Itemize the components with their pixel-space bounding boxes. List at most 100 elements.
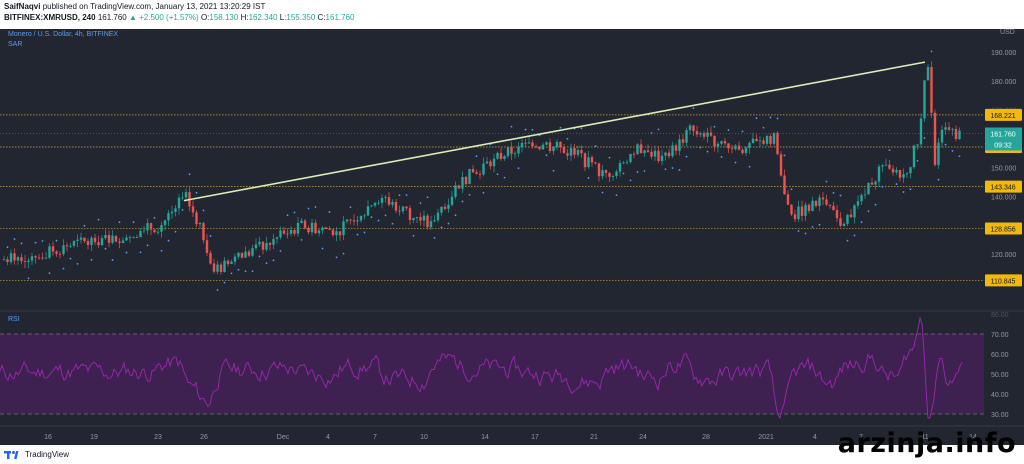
candle-body (475, 172, 478, 174)
price-tick-label: 180.000 (991, 79, 1016, 86)
candle-body (751, 138, 755, 144)
sar-dot (132, 221, 135, 224)
sar-dot (286, 214, 289, 217)
current-price-label-bg (985, 127, 1022, 140)
candle-body (356, 220, 359, 222)
candle-body (793, 214, 797, 220)
candle-body (342, 221, 345, 236)
candle-body (321, 227, 324, 231)
candle-body (300, 220, 303, 224)
ohlc-low: 155.350 (286, 13, 316, 22)
sar-dot (951, 149, 954, 152)
candle-body (608, 172, 611, 177)
candle-body (471, 168, 475, 173)
sar-dot (881, 185, 884, 188)
author-name[interactable]: SaifNaqvi (4, 2, 41, 11)
candle-body (13, 253, 16, 261)
candle-body (118, 241, 121, 243)
sar-dot (944, 143, 947, 146)
symbol-name[interactable]: BITFINEX:XMRUSD, 240 (4, 13, 96, 22)
sar-legend[interactable]: SAR (8, 41, 23, 48)
sar-dot (356, 233, 359, 236)
sar-dot (440, 226, 443, 229)
price-chart-svg[interactable]: 190.000180.000150.000140.000120.000200.0… (0, 29, 1024, 445)
candle-body (128, 237, 132, 239)
candle-body (545, 142, 548, 145)
tradingview-brand[interactable]: TradingView (25, 450, 70, 459)
candle-body (674, 145, 678, 151)
candle-body (310, 222, 314, 233)
sar-dot (797, 230, 800, 232)
time-axis-label: 7 (373, 434, 377, 441)
candle-body (877, 166, 881, 182)
candle-body (513, 153, 517, 155)
price-tick-label: 190.000 (991, 50, 1016, 57)
candle-body (702, 133, 706, 137)
candle-body (153, 229, 156, 233)
candle-body (447, 204, 450, 209)
sar-dot (699, 146, 702, 149)
candle-body (737, 145, 741, 150)
sar-dot (552, 169, 555, 172)
tradingview-logo-icon[interactable] (4, 449, 22, 460)
sar-dot (587, 177, 590, 179)
candle-body (734, 145, 737, 150)
rsi-tick-label: 30.00 (991, 412, 1009, 419)
sar-dot (958, 155, 961, 158)
candle-body (489, 161, 492, 167)
candle-body (93, 237, 97, 243)
candle-body (380, 197, 384, 203)
candle-body (23, 261, 27, 263)
candle-body (268, 243, 272, 245)
sar-dot (335, 256, 338, 259)
candle-body (807, 204, 811, 211)
candle-body (909, 167, 912, 174)
candle-body (408, 208, 412, 221)
time-axis-label: 21 (590, 434, 598, 441)
candle-body (324, 227, 328, 230)
candle-body (377, 202, 380, 204)
ohlc-c-label: C: (317, 13, 326, 22)
chart-title[interactable]: Monero / U.S. Dollar, 4h, BITFINEX (8, 31, 119, 38)
sar-dot (391, 222, 394, 225)
candle-body (671, 145, 674, 157)
candle-body (303, 220, 307, 228)
candle-body (233, 256, 237, 262)
candle-body (251, 248, 254, 256)
sar-dot (895, 183, 898, 185)
sar-dot (398, 194, 401, 197)
sar-dot (671, 167, 674, 169)
sar-dot (111, 259, 114, 261)
candle-body (758, 140, 762, 142)
sar-dot (713, 125, 716, 128)
candle-body (506, 147, 510, 157)
candle-body (219, 264, 223, 273)
candle-body (797, 206, 800, 220)
candle-body (205, 240, 209, 253)
candle-body (825, 199, 828, 205)
candle-body (923, 80, 926, 119)
candle-body (443, 206, 447, 209)
sar-dot (559, 126, 562, 129)
sar-dot (783, 154, 786, 157)
published-text: published on TradingView.com, January 13… (42, 2, 266, 11)
candle-body (706, 132, 709, 137)
level-label: 168.221 (990, 113, 1015, 120)
sar-dot (727, 129, 730, 132)
candle-body (216, 264, 219, 272)
candle-body (286, 233, 289, 235)
sar-dot (342, 252, 345, 255)
candle-body (716, 143, 720, 147)
candle-body (65, 245, 69, 247)
candle-body (622, 162, 625, 164)
sar-dot (237, 268, 240, 271)
rsi-legend[interactable]: RSI (8, 316, 20, 323)
time-axis-label: 10 (420, 434, 428, 441)
sar-dot (328, 211, 331, 213)
candle-body (538, 147, 541, 150)
candle-body (860, 194, 863, 202)
sar-dot (314, 206, 317, 208)
chart-area[interactable]: 190.000180.000150.000140.000120.000200.0… (0, 29, 1024, 445)
sar-dot (825, 180, 828, 183)
candle-body (772, 132, 776, 144)
